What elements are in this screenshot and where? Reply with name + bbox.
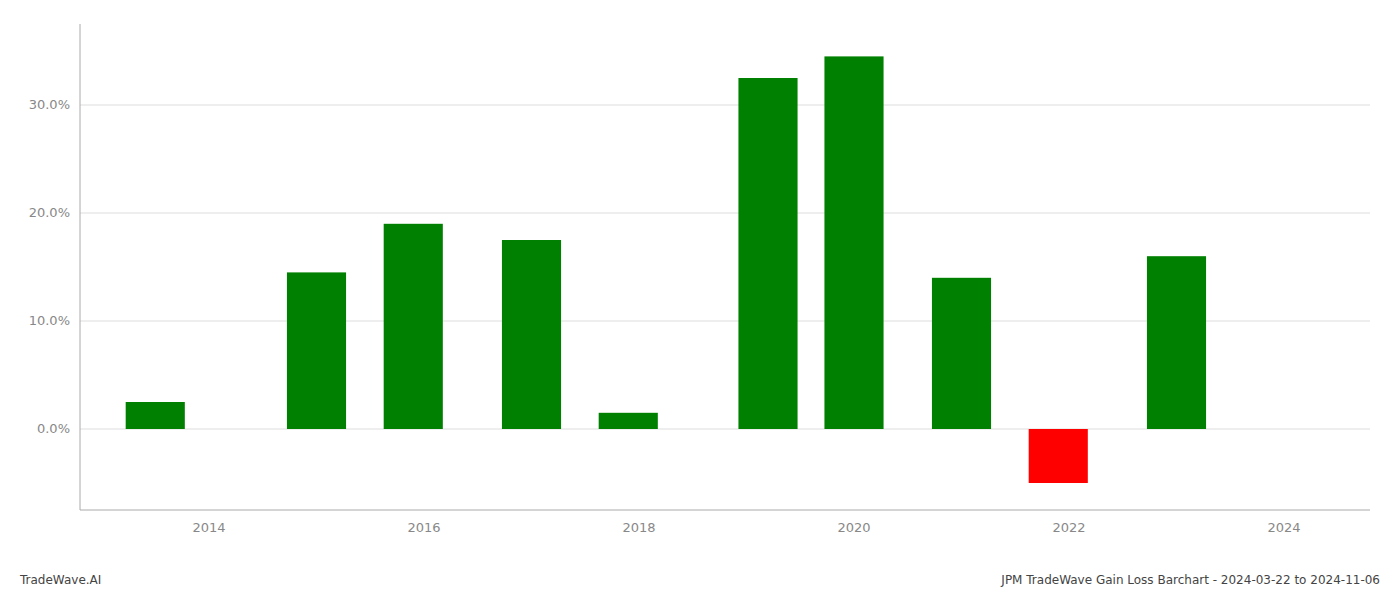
grid-line: [80, 105, 1370, 106]
bar: [599, 413, 658, 429]
bar: [1147, 256, 1206, 429]
bars: [126, 56, 1206, 483]
bar: [824, 56, 883, 429]
bar: [1029, 429, 1088, 483]
chart: 0.0% 10.0% 20.0% 30.0% 2014 2016 2018 2020 2022 2…: [0, 0, 1400, 600]
x-tick-label: 2016: [407, 520, 440, 535]
y-tick-label: 30.0%: [29, 97, 70, 112]
x-tick-label: 2022: [1052, 520, 1085, 535]
bar: [932, 278, 991, 429]
bar: [738, 78, 797, 429]
bar: [126, 402, 185, 429]
x-tick-label: 2020: [837, 520, 870, 535]
x-axis-line: [80, 510, 1370, 511]
bar: [502, 240, 561, 429]
grid-line: [80, 213, 1370, 214]
x-tick-label: 2014: [192, 520, 225, 535]
bar: [287, 272, 346, 429]
y-tick-label: 20.0%: [29, 205, 70, 220]
grid: [80, 105, 1370, 429]
y-axis-line: [80, 24, 81, 510]
footer-left: TradeWave.AI: [19, 573, 101, 587]
bar: [384, 224, 443, 429]
y-tick-label: 0.0%: [37, 421, 70, 436]
y-tick-label: 10.0%: [29, 313, 70, 328]
x-tick-label: 2018: [622, 520, 655, 535]
footer-right: JPM TradeWave Gain Loss Barchart - 2024-…: [1000, 573, 1380, 587]
x-tick-label: 2024: [1267, 520, 1300, 535]
